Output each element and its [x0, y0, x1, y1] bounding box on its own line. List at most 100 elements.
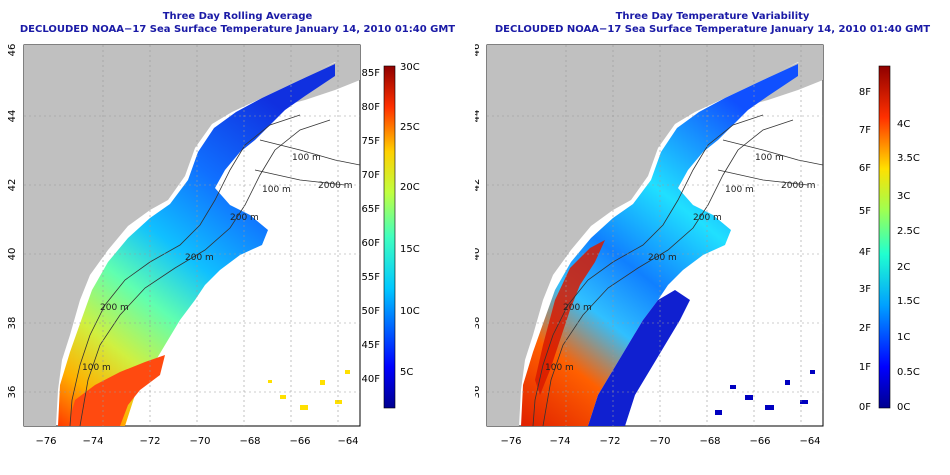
- sst-field: [58, 64, 335, 426]
- colorbar-label: 3C: [897, 191, 910, 202]
- colorbar-label: 3.5C: [897, 153, 920, 164]
- colorbar-label: 2C: [897, 262, 910, 273]
- colorbar-left-labels: 85F 80F 75F 70F 65F 60F 55F 50F 45F 40F: [362, 68, 381, 385]
- colorbar-label: 1.5C: [897, 296, 920, 307]
- y-axis: 46 44 42 40 38 36: [7, 44, 18, 399]
- contour-label: 2000 m: [318, 181, 353, 191]
- panel-subtitle: DECLOUDED NOAA−17 Sea Surface Temperatur…: [494, 24, 931, 35]
- y-tick-label: 46: [475, 44, 482, 57]
- contour-label: 100 m: [755, 153, 784, 163]
- map-figure: 100 m 2000 m 100 m 200 m 200 m 200 m 100…: [7, 44, 420, 447]
- variability-field: [521, 64, 798, 426]
- colorbar-label: 80F: [362, 102, 381, 113]
- bathymetry-contours: [69, 114, 360, 426]
- colorbar-label: 45F: [362, 340, 381, 351]
- contour-label: 200 m: [185, 253, 214, 263]
- scattered-pixels: [268, 370, 350, 410]
- colorbar-label: 5C: [400, 367, 413, 378]
- colorbar-label: 4F: [859, 247, 871, 258]
- x-tick-label: −64: [337, 436, 358, 447]
- y-tick-label: 44: [7, 110, 18, 123]
- graticule: [24, 45, 360, 426]
- colorbar-label: 30C: [400, 62, 420, 73]
- colorbar-label: 1C: [897, 332, 910, 343]
- contour-label: 100 m: [545, 363, 574, 373]
- colorbar-label: 20C: [400, 182, 420, 193]
- colorbar: [383, 65, 396, 409]
- colorbar-label: 6F: [859, 163, 871, 174]
- map-figure: 100 m 2000 m 100 m 200 m 200 m 200 m 100…: [475, 44, 920, 447]
- y-tick-label: 46: [7, 44, 18, 57]
- panel-rolling-average: Three Day Rolling Average DECLOUDED NOAA…: [7, 11, 456, 447]
- x-tick-label: −72: [139, 436, 160, 447]
- colorbar-label: 7F: [859, 125, 871, 136]
- x-axis: −76 −74 −72 −70 −68 −66 −64: [500, 436, 820, 447]
- colorbar-label: 1F: [859, 362, 871, 373]
- contour-label: 200 m: [693, 213, 722, 223]
- y-tick-label: 42: [475, 179, 482, 192]
- x-tick-label: −76: [500, 436, 521, 447]
- contour-label: 100 m: [82, 363, 111, 373]
- x-tick-label: −66: [749, 436, 770, 447]
- colorbar-label: 4C: [897, 119, 910, 130]
- gulf-stream-warm: [68, 355, 165, 426]
- x-axis: −76 −74 −72 −70 −68 −66 −64: [35, 436, 358, 447]
- colorbar-label: 60F: [362, 238, 381, 249]
- contour-label: 100 m: [292, 153, 321, 163]
- colorbar-label: 8F: [859, 87, 871, 98]
- colorbar-right-labels: 30C 25C 20C 15C 10C 5C: [400, 62, 420, 378]
- coastline-land: [487, 45, 823, 426]
- panel-title: Three Day Rolling Average: [162, 11, 313, 22]
- colorbar-label: 75F: [362, 136, 381, 147]
- x-tick-label: −64: [799, 436, 820, 447]
- contour-label: 200 m: [648, 253, 677, 263]
- y-tick-label: 36: [7, 386, 18, 399]
- y-tick-label: 44: [475, 110, 482, 123]
- panel-subtitle: DECLOUDED NOAA−17 Sea Surface Temperatur…: [19, 24, 456, 35]
- graticule: [487, 45, 823, 426]
- colorbar-label: 3F: [859, 284, 871, 295]
- colorbar-label: 10C: [400, 306, 420, 317]
- x-tick-label: −72: [599, 436, 620, 447]
- colorbar-label: 2F: [859, 323, 871, 334]
- y-tick-label: 38: [7, 317, 18, 330]
- y-tick-label: 40: [475, 248, 482, 261]
- colorbar: [878, 65, 891, 409]
- x-tick-label: −66: [289, 436, 310, 447]
- y-tick-label: 42: [7, 179, 18, 192]
- scattered-pixels: [715, 370, 815, 415]
- contour-label: 100 m: [262, 185, 291, 195]
- y-axis: 46 44 42 40 38 36: [475, 44, 482, 399]
- x-tick-label: −76: [35, 436, 56, 447]
- contour-label: 2000 m: [781, 181, 816, 191]
- contour-label: 100 m: [725, 185, 754, 195]
- x-tick-label: −74: [549, 436, 570, 447]
- coastline-land: [24, 45, 360, 426]
- colorbar-label: 15C: [400, 244, 420, 255]
- colorbar-label: 0C: [897, 402, 910, 413]
- bathymetry-contours: [532, 114, 823, 426]
- high-variability-zone: [535, 240, 605, 395]
- colorbar-label: 40F: [362, 374, 381, 385]
- colorbar-label: 50F: [362, 306, 381, 317]
- y-tick-label: 40: [7, 248, 18, 261]
- panel-title: Three Day Temperature Variability: [615, 11, 810, 22]
- colorbar-label: 55F: [362, 272, 381, 283]
- x-tick-label: −74: [82, 436, 103, 447]
- colorbar-label: 2.5C: [897, 226, 920, 237]
- colorbar-label: 85F: [362, 68, 381, 79]
- y-tick-label: 36: [475, 386, 482, 399]
- colorbar-label: 5F: [859, 206, 871, 217]
- contour-label: 200 m: [100, 303, 129, 313]
- colorbar-label: 70F: [362, 170, 381, 181]
- colorbar-label: 25C: [400, 122, 420, 133]
- x-tick-label: −68: [699, 436, 720, 447]
- colorbar-label: 65F: [362, 204, 381, 215]
- contour-label: 200 m: [230, 213, 259, 223]
- y-tick-label: 38: [475, 317, 482, 330]
- contour-label: 200 m: [563, 303, 592, 313]
- x-tick-label: −70: [649, 436, 670, 447]
- colorbar-right-labels: 4C 3.5C 3C 2.5C 2C 1.5C 1C 0.5C 0C: [897, 119, 920, 413]
- colorbar-label: 0.5C: [897, 367, 920, 378]
- colorbar-left-labels: 8F 7F 6F 5F 4F 3F 2F 1F 0F: [859, 87, 871, 413]
